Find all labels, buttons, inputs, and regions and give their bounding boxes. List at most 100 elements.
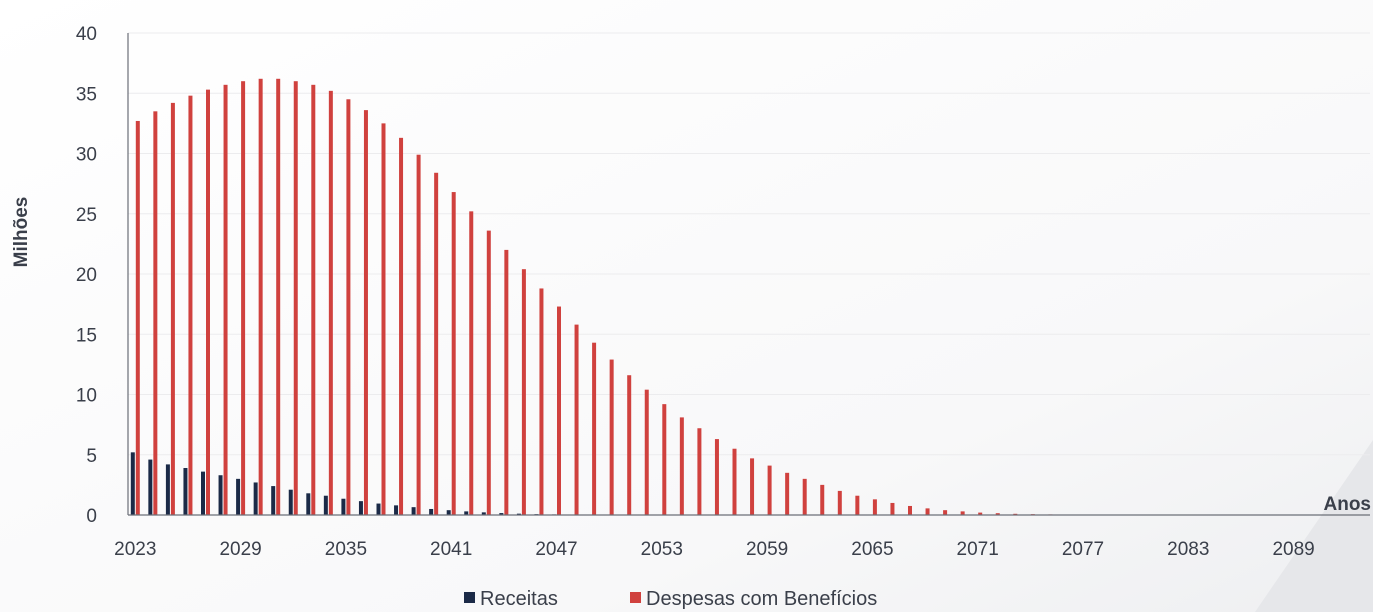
bar-despesas [978, 512, 983, 515]
bar-receitas [481, 512, 486, 515]
x-tick-label: 2059 [746, 539, 788, 560]
bar-despesas [416, 154, 421, 515]
axes [127, 33, 1370, 516]
bar-despesas [697, 428, 702, 515]
bar-despesas [767, 465, 772, 515]
bar-receitas [323, 495, 328, 515]
bar-receitas [218, 475, 223, 515]
bar-despesas [925, 508, 930, 515]
x-tick-label: 2023 [114, 539, 156, 560]
bar-despesas [750, 458, 755, 515]
bar-receitas [429, 508, 434, 515]
bar-receitas [358, 501, 363, 515]
bar-despesas [855, 495, 860, 515]
bar-receitas [271, 486, 276, 515]
bar-despesas [662, 404, 667, 515]
bar-receitas [288, 489, 293, 515]
bar-receitas [306, 493, 311, 515]
bar-despesas [714, 439, 719, 515]
bar-despesas [206, 89, 210, 515]
x-tick-label: 2065 [851, 539, 893, 560]
y-tick-label: 35 [76, 84, 97, 105]
y-tick-label: 5 [86, 446, 97, 467]
bar-despesas [820, 484, 825, 515]
bar-despesas [943, 510, 948, 515]
grid-lines [128, 32, 1370, 456]
bar-receitas [253, 482, 258, 515]
bar-despesas [486, 230, 491, 515]
legend-swatch-receitas [464, 592, 475, 603]
bar-despesas [399, 137, 404, 515]
x-tick-label: 2071 [957, 539, 999, 560]
bar-receitas [394, 505, 399, 515]
bar-despesas [732, 448, 737, 515]
bar-despesas [135, 120, 140, 515]
y-tick-label: 30 [76, 145, 97, 166]
bar-despesas [644, 389, 649, 515]
bar-despesas [363, 110, 368, 516]
y-axis-title: Milhões [11, 197, 32, 268]
bar-despesas [872, 499, 877, 515]
bar-despesas [293, 81, 298, 515]
bar-despesas [1013, 513, 1018, 515]
x-tick-label: 2077 [1062, 539, 1104, 560]
x-tick-label: 2083 [1167, 539, 1209, 560]
bar-despesas [837, 490, 842, 515]
bar-despesas [381, 123, 386, 515]
bar-despesas [451, 192, 456, 515]
decorative-corner-shape [1255, 440, 1373, 612]
legend-label-receitas: Receitas [480, 588, 558, 610]
bar-despesas [276, 78, 281, 515]
bar-despesas [995, 513, 1000, 515]
bar-receitas [464, 511, 469, 515]
x-tick-label: 2047 [535, 539, 577, 560]
bar-receitas [148, 459, 153, 515]
bar-receitas [516, 513, 521, 515]
legend: Receitas Despesas com Benefícios [464, 588, 877, 610]
x-tick-label: 2089 [1272, 539, 1314, 560]
y-tick-label: 25 [76, 205, 97, 226]
bar-despesas [609, 359, 614, 515]
y-axis-tick-labels: 0 5 10 15 20 25 30 35 40 [76, 24, 97, 527]
bar-despesas [504, 249, 509, 515]
bar-receitas [183, 468, 188, 515]
bar-despesas [960, 511, 965, 515]
bar-despesas [908, 505, 912, 515]
bar-despesas [170, 102, 175, 515]
x-axis-tick-labels: 2023 2029 2035 2041 2047 2053 2059 2065 2071 2077… [114, 539, 1315, 560]
bar-despesas [592, 342, 597, 515]
bar-despesas [434, 172, 439, 515]
bar-receitas [446, 510, 451, 515]
bar-receitas [236, 478, 241, 515]
bar-despesas [785, 472, 790, 515]
y-tick-label: 15 [76, 325, 97, 346]
bar-despesas [539, 288, 544, 515]
bar-despesas [679, 417, 684, 515]
bar-despesas [346, 99, 351, 516]
bar-receitas [341, 498, 346, 515]
y-tick-label: 20 [76, 265, 97, 286]
bar-despesas [890, 502, 895, 515]
bar-despesas [188, 95, 193, 515]
bar-receitas [130, 452, 135, 515]
x-tick-label: 2041 [430, 539, 472, 560]
y-tick-label: 40 [76, 24, 97, 45]
x-tick-label: 2053 [641, 539, 683, 560]
bar-despesas [627, 375, 632, 515]
bar-despesas [574, 324, 579, 515]
bar-receitas [165, 464, 170, 515]
bar-despesas [311, 84, 316, 515]
bar-receitas [201, 471, 205, 515]
x-tick-label: 2035 [325, 539, 367, 560]
bar-despesas [521, 269, 526, 515]
y-tick-label: 0 [86, 506, 97, 527]
bar-despesas [469, 211, 474, 515]
bar-despesas [153, 111, 158, 515]
bar-receitas [411, 507, 416, 515]
legend-label-despesas: Despesas com Benefícios [646, 588, 877, 610]
bar-despesas [223, 84, 228, 515]
x-axis-title: Anos [1324, 494, 1372, 515]
y-tick-label: 10 [76, 386, 97, 407]
